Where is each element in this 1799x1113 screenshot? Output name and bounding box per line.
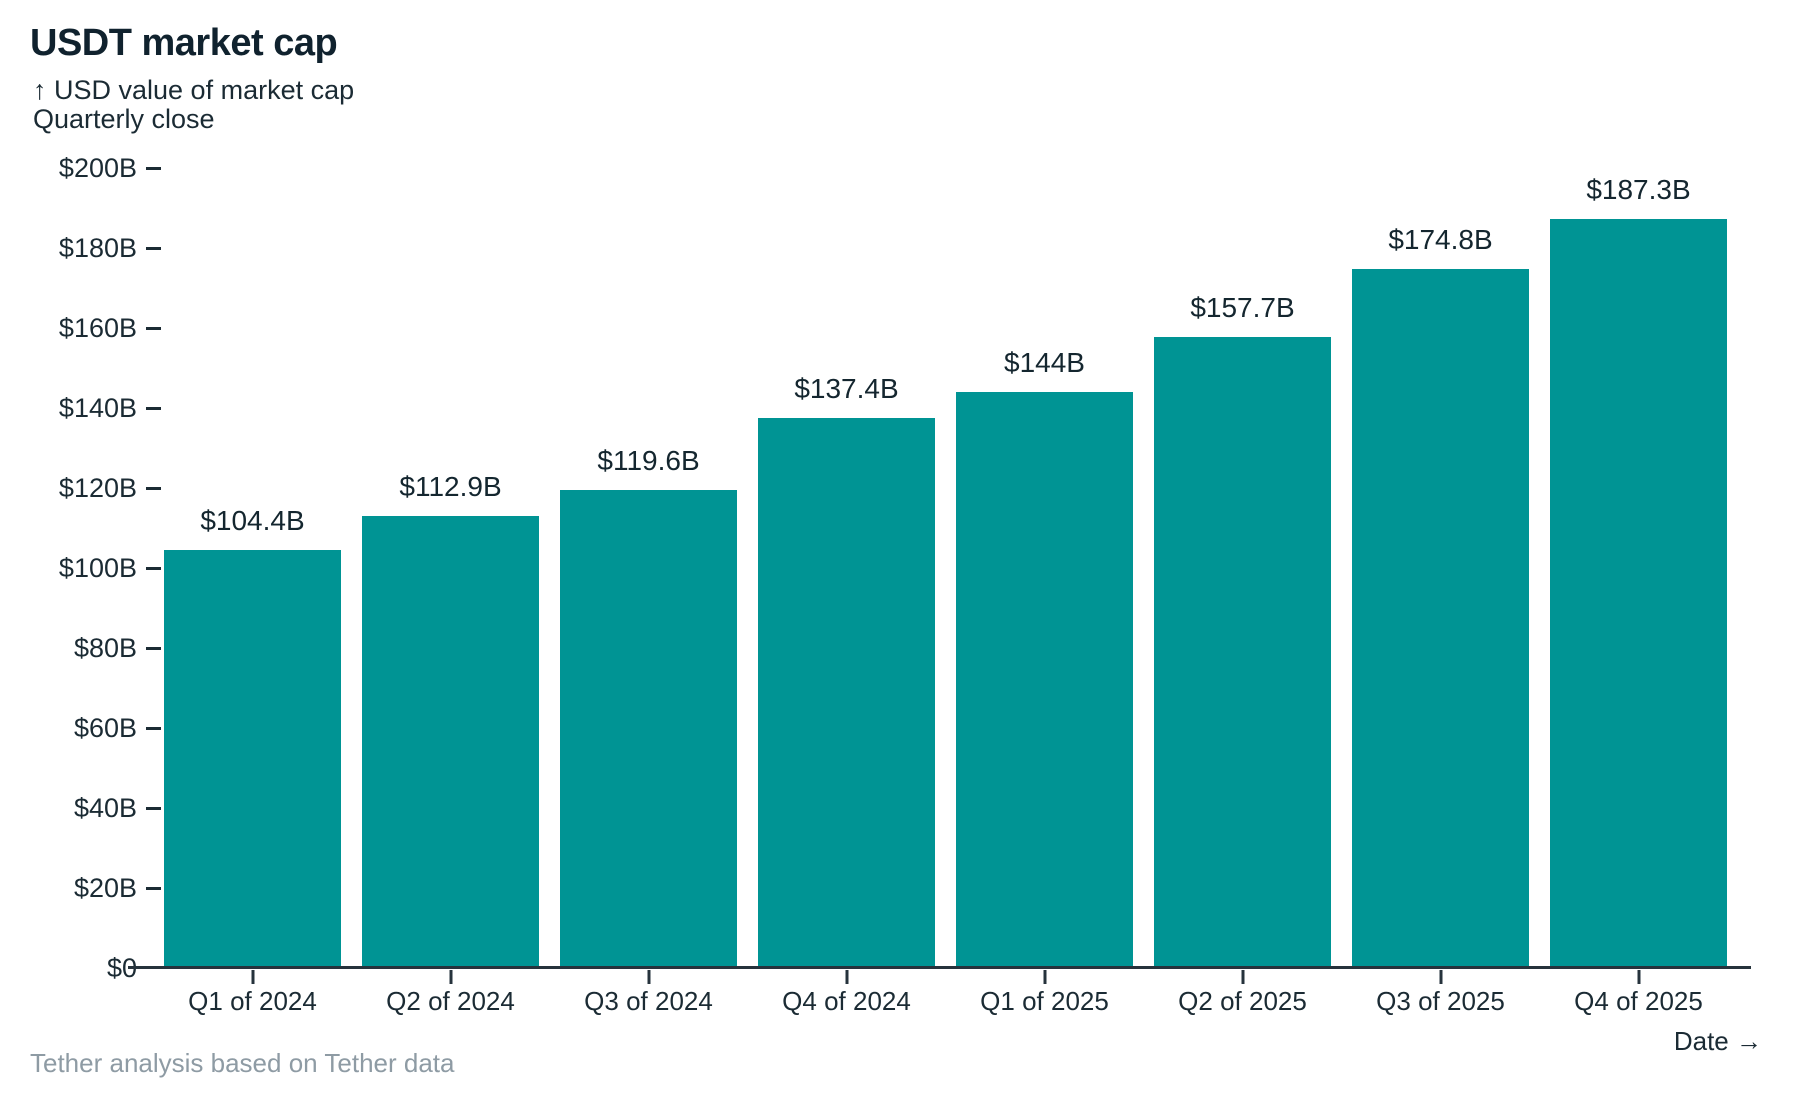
y-tick-label: $100B — [58, 552, 137, 583]
x-tick-mark — [1637, 970, 1640, 984]
y-tick-label: $140B — [58, 392, 137, 423]
bar — [164, 550, 341, 968]
y-tick-label: $20B — [73, 872, 137, 903]
y-tick-mark — [146, 886, 161, 890]
y-tick-label: $60B — [73, 712, 137, 743]
x-tick-mark — [845, 970, 848, 984]
bar — [758, 418, 935, 968]
x-category-label: Q2 of 2024 — [386, 986, 515, 1016]
y-tick-mark — [146, 566, 161, 570]
bar-value-label: $157.7B — [1190, 292, 1295, 324]
x-tick-mark — [1043, 970, 1046, 984]
y-tick-mark — [146, 166, 161, 170]
y-tick-label: $180B — [58, 232, 137, 263]
x-axis-title: Date → — [1673, 1026, 1762, 1056]
x-tick-mark — [251, 970, 254, 984]
bar — [1550, 218, 1727, 968]
bar-value-label: $174.8B — [1388, 223, 1493, 255]
bar-column: $137.4B Q4 of 2024 — [758, 168, 935, 1016]
x-tick-mark — [1241, 970, 1244, 984]
bar — [1154, 337, 1331, 968]
y-tick-label: $120B — [58, 472, 137, 503]
plot-area: $104.4B Q1 of 2024 $112.9B Q2 of 2024 $119.6… — [128, 168, 1755, 1016]
bar-column: $157.7B Q2 of 2025 — [1154, 168, 1331, 1016]
x-category-label: Q3 of 2025 — [1376, 986, 1505, 1016]
bar-column: $187.3B Q4 of 2025 — [1550, 168, 1727, 1016]
bar-value-label: $112.9B — [399, 471, 502, 503]
bar-value-label: $104.4B — [200, 505, 305, 537]
bars-container: $104.4B Q1 of 2024 $112.9B Q2 of 2024 $119.6… — [164, 168, 1727, 1016]
x-category-label: Q1 of 2024 — [188, 986, 317, 1016]
chart-title: USDT market cap — [30, 22, 338, 64]
x-category-label: Q4 of 2024 — [782, 986, 911, 1016]
x-tick-mark — [647, 970, 650, 984]
y-tick-label: $160B — [58, 312, 137, 343]
y-tick-mark — [146, 646, 161, 650]
bar-value-label: $119.6B — [597, 444, 700, 476]
y-tick-mark — [146, 806, 161, 810]
y-axis-title: ↑ USD value of market cap — [33, 75, 355, 105]
x-category-label: Q3 of 2024 — [584, 986, 713, 1016]
bar-column: $112.9B Q2 of 2024 — [362, 168, 539, 1016]
bar-value-label: $144B — [1004, 347, 1085, 378]
subtitle-frequency: Quarterly close — [33, 104, 215, 134]
y-tick-label: $40B — [73, 792, 137, 823]
y-tick-mark — [146, 406, 161, 410]
source-note: Tether analysis based on Tether data — [30, 1048, 455, 1078]
x-category-label: Q4 of 2025 — [1574, 986, 1703, 1016]
chart-subtitle: ↑ USD value of market cap Quarterly clos… — [33, 76, 354, 134]
y-tick-mark — [146, 326, 161, 330]
bar-column: $104.4B Q1 of 2024 — [164, 168, 341, 1016]
x-category-label: Q2 of 2025 — [1178, 986, 1307, 1016]
y-tick-mark — [146, 726, 161, 730]
bar — [362, 516, 539, 968]
bar — [1352, 268, 1529, 968]
x-category-label: Q1 of 2025 — [980, 986, 1109, 1016]
x-axis-line — [128, 966, 1751, 969]
bar-column: $174.8B Q3 of 2025 — [1352, 168, 1529, 1016]
y-tick-label: $80B — [73, 632, 137, 663]
bar — [956, 392, 1133, 968]
y-tick-label: $200B — [58, 152, 137, 183]
bar-column: $119.6B Q3 of 2024 — [560, 168, 737, 1016]
x-tick-mark — [1439, 970, 1442, 984]
x-tick-mark — [449, 970, 452, 984]
bar-column: $144B Q1 of 2025 — [956, 168, 1133, 1016]
bar-value-label: $137.4B — [794, 373, 899, 405]
y-tick-mark — [146, 246, 161, 250]
bar — [560, 489, 737, 968]
y-axis: $0 $20B $40B $60B $80B $100B $120B $140B $160B $1… — [0, 153, 161, 983]
y-tick-mark — [146, 486, 161, 490]
bar-value-label: $187.3B — [1586, 173, 1691, 205]
